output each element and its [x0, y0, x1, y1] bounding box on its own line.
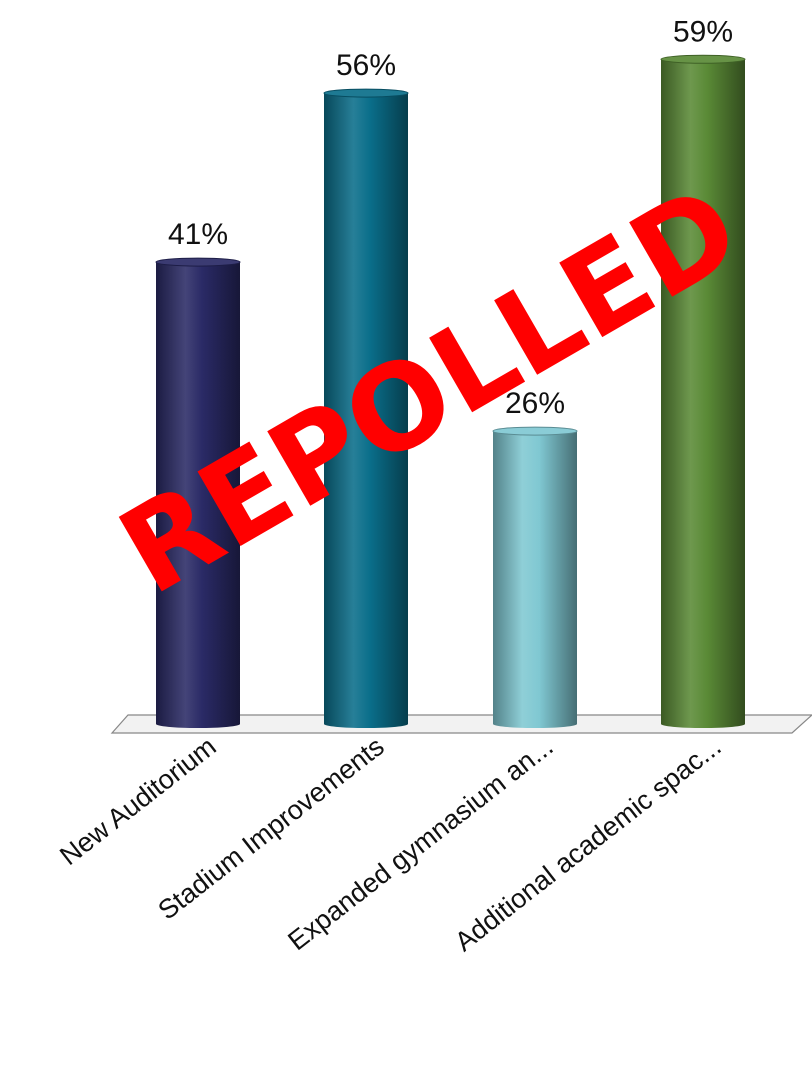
- bar-group: [155, 54, 746, 729]
- value-label: 26%: [505, 387, 565, 420]
- value-label: 56%: [336, 49, 396, 82]
- category-label: Expanded gymnasium an...: [282, 731, 558, 956]
- bar: [323, 88, 409, 729]
- bar-top: [155, 257, 241, 267]
- category-label: Additional academic spac...: [449, 731, 726, 957]
- bar-body: [661, 59, 745, 729]
- value-label-group: 41% 56% 26% 59%: [168, 15, 733, 420]
- bar-top: [323, 88, 409, 98]
- bar-body: [324, 93, 408, 729]
- bar-body: [156, 262, 240, 728]
- bar: [155, 257, 241, 728]
- bar: [492, 426, 578, 728]
- bar-top: [492, 426, 578, 436]
- chart-floor: [110, 714, 812, 734]
- value-label: 59%: [673, 15, 733, 48]
- category-label: New Auditorium: [54, 731, 221, 871]
- bar: [660, 54, 746, 729]
- bar-top: [660, 54, 746, 64]
- bar-body: [493, 431, 577, 728]
- value-label: 41%: [168, 218, 228, 251]
